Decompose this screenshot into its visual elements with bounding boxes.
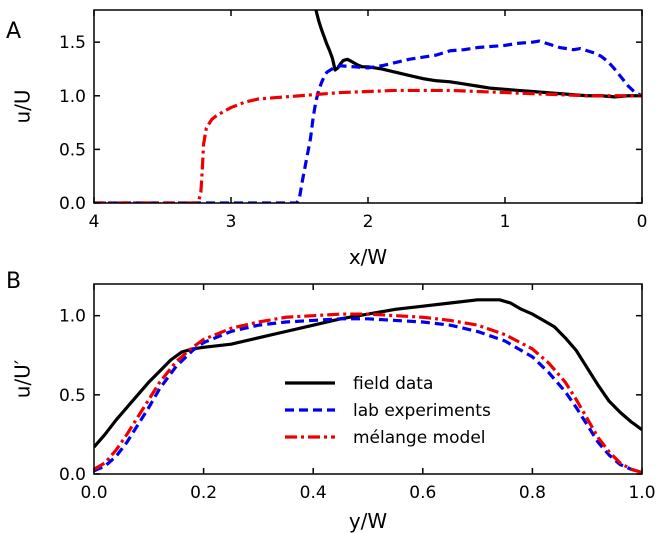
panel-a-ticks: 4 3 2 1 0 0.0 0.5 1.0 1.5 [59,10,647,232]
panel-a-xtick-label: 4 [89,212,100,232]
panel-a-xlabel: x/W [349,245,388,269]
panel-b-xtick-label: 0.6 [409,483,436,503]
panel-b-xtick-label: 0.2 [190,483,217,503]
panel-b-ytick-label: 0.5 [59,386,86,406]
legend: field data lab experiments mélange model [285,374,491,448]
legend-label-lab: lab experiments [353,401,491,421]
panel-a: 4 3 2 1 0 0.0 0.5 1.0 1.5 x/W u/U [11,9,647,269]
legend-label-field: field data [353,374,433,394]
panel-b-xtick-label: 0.0 [80,483,107,503]
panel-a-ytick-label: 0.5 [59,140,86,160]
panel-a-xtick-label: 2 [363,212,374,232]
panel-a-xtick-label: 0 [637,212,648,232]
panel-b-xtick-label: 0.4 [300,483,327,503]
panel-a-series [94,10,642,203]
panel-a-xtick-label: 3 [226,212,237,232]
panel-b: 0.0 0.2 0.4 0.6 0.8 1.0 0.0 0.5 1.0 y/W u/U′ fie… [11,283,656,533]
panel-a-xtick-label: 1 [500,212,511,232]
panel-b-series-melange [94,312,642,474]
panel-a-label: A [6,19,21,44]
panel-a-series-melange [94,88,642,203]
panel-a-frame [93,9,643,204]
panel-a-ytick-label: 1.0 [59,87,86,107]
legend-label-melange: mélange model [353,428,486,448]
panel-b-ylabel: u/U′ [11,359,35,398]
panel-b-ytick-label: 1.0 [59,307,86,327]
panel-b-xtick-label: 1.0 [628,483,655,503]
panel-b-series [94,298,642,474]
panel-b-frame [93,283,643,475]
panel-b-xlabel: y/W [349,509,388,533]
panel-b-label: B [6,269,21,294]
panel-a-ytick-label: 1.5 [59,33,86,53]
panel-b-xtick-label: 0.8 [519,483,546,503]
panel-a-series-lab [94,39,642,203]
panel-a-ytick-label: 0.0 [59,194,86,214]
panel-b-ytick-label: 0.0 [59,465,86,485]
panel-a-ylabel: u/U [11,89,35,123]
panel-b-series-lab [94,317,642,474]
panel-b-series-field [94,298,642,449]
